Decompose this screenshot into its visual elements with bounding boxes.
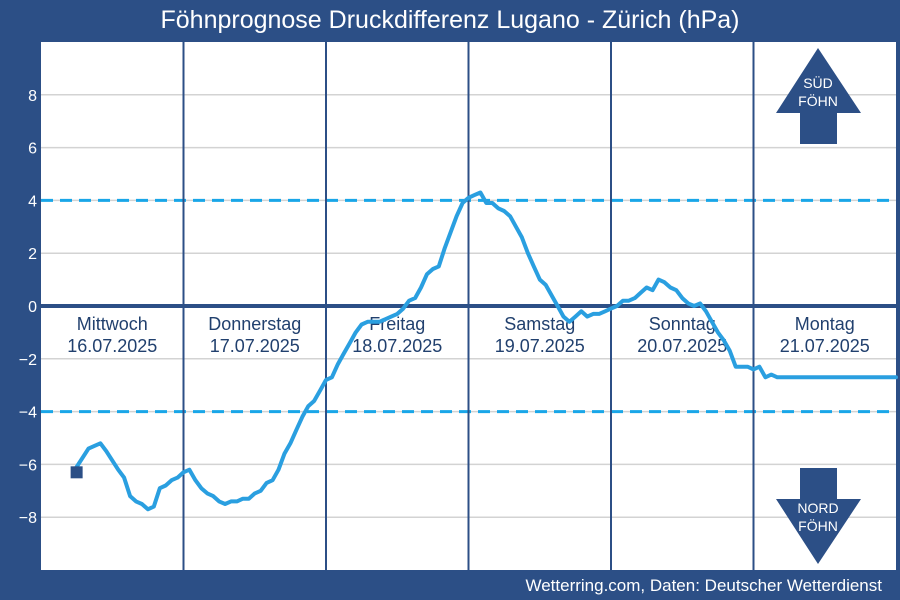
sud-label: SÜD xyxy=(803,74,833,91)
day-name-label: Samstag xyxy=(504,314,575,334)
y-tick-label: 4 xyxy=(28,193,37,210)
series-layer xyxy=(74,190,898,512)
y-tick-label: −6 xyxy=(19,457,37,474)
start-marker xyxy=(70,466,83,479)
forecast-line xyxy=(74,190,898,512)
chart-title: Föhnprognose Druckdifferenz Lugano - Zür… xyxy=(160,6,740,34)
day-date-label: 17.07.2025 xyxy=(210,336,300,356)
y-tick-label: 2 xyxy=(28,246,37,263)
y-tick-labels: 8 6 4 2 0 −2 −4 −6 −8 xyxy=(19,88,37,527)
y-tick-label: −4 xyxy=(19,405,37,422)
y-tick-label: −8 xyxy=(19,510,37,527)
day-date-label: 19.07.2025 xyxy=(495,336,585,356)
nord-fohn-arrow: NORD FÖHN xyxy=(776,468,861,564)
y-tick-label: 6 xyxy=(28,141,37,158)
day-date-label: 21.07.2025 xyxy=(780,336,870,356)
day-name-label: Sonntag xyxy=(649,314,716,334)
sud-fohn-arrow: SÜD FÖHN xyxy=(776,48,861,144)
nord-fohn-label: FÖHN xyxy=(798,517,838,534)
start-marker-layer xyxy=(70,466,83,479)
day-name-label: Donnerstag xyxy=(208,314,301,334)
arrow-down-icon xyxy=(776,468,861,564)
y-tick-label: 0 xyxy=(28,299,37,316)
nord-label: NORD xyxy=(797,500,838,516)
day-name-label: Montag xyxy=(795,314,855,334)
y-tick-label: −2 xyxy=(19,352,37,369)
day-date-label: 16.07.2025 xyxy=(67,336,157,356)
arrow-up-icon xyxy=(776,48,861,144)
day-name-label: Mittwoch xyxy=(77,314,148,334)
day-date-label: 20.07.2025 xyxy=(637,336,727,356)
data-credit: Wetterring.com, Daten: Deutscher Wetterd… xyxy=(525,576,882,595)
day-date-label: 18.07.2025 xyxy=(352,336,442,356)
sud-fohn-label: FÖHN xyxy=(798,92,838,109)
day-name-label: Freitag xyxy=(369,314,425,334)
y-tick-label: 8 xyxy=(28,88,37,105)
